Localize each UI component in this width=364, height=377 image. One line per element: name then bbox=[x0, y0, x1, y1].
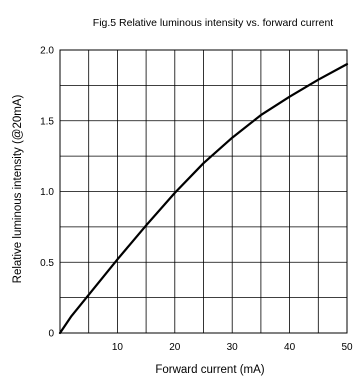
y-axis-label: Relative luminous intensity (@20mA) bbox=[12, 94, 24, 283]
y-tick-label: 0 bbox=[48, 329, 54, 340]
y-tick-label: 2.0 bbox=[40, 46, 54, 57]
x-tick-label: 40 bbox=[284, 342, 296, 353]
series-layer bbox=[58, 63, 349, 335]
series-line bbox=[58, 63, 349, 335]
y-tick-label: 1.5 bbox=[40, 116, 54, 127]
tick-labels: 10 20 30 40 50 0 0.5 1.0 1.5 2.0 bbox=[40, 46, 353, 354]
grid bbox=[60, 50, 347, 333]
y-tick-label: 1.0 bbox=[40, 187, 54, 198]
plot-frame bbox=[59, 49, 348, 334]
x-tick-label: 30 bbox=[227, 342, 239, 353]
x-tick-label: 20 bbox=[169, 342, 181, 353]
x-axis-label: Forward current (mA) bbox=[155, 364, 264, 376]
x-tick-label: 10 bbox=[112, 342, 124, 353]
y-tick-label: 0.5 bbox=[40, 258, 54, 269]
chart-title: Fig.5 Relative luminous intensity vs. fo… bbox=[93, 17, 334, 29]
x-tick-label: 50 bbox=[341, 342, 353, 353]
